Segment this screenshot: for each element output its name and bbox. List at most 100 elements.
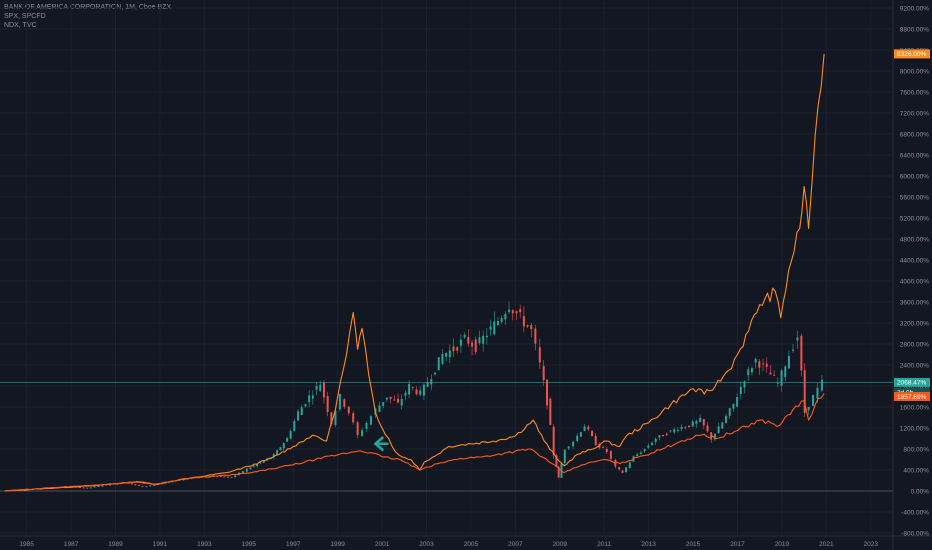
bac-candle [249,468,251,470]
bac-candle [242,471,244,473]
y-tick-label: 4000.00% [900,278,929,285]
x-tick-label: 1991 [153,541,168,548]
bac-candle [622,471,624,473]
bac-candle [584,426,586,431]
bac-candle [234,475,236,477]
bac-candle [478,337,480,343]
bac-badge: 2068.47% [894,378,930,387]
bac-candle [568,447,570,449]
bac-candle [145,486,147,487]
y-tick-label: 7200.00% [900,110,929,117]
y-tick-label: 2800.00% [900,341,929,348]
x-tick-label: 1999 [330,541,345,548]
bac-candle [343,399,345,406]
bac-candle [493,321,495,334]
bac-candle [382,402,384,406]
bac-candle [549,399,551,425]
bac-candle [501,318,503,322]
bac-candle [293,421,295,431]
bac-candle [580,432,582,437]
y-tick-label: 400.00% [903,467,929,474]
bac-candle [370,416,372,424]
bac-candle [527,325,529,327]
bac-candle [408,384,410,394]
bac-candle [339,394,341,409]
bac-candle [86,488,88,489]
bac-candle [94,486,96,487]
bac-candle [512,310,514,313]
y-axis: 9200.00%8800.00%8400.00%8000.00%7600.00%… [893,0,929,550]
bac-candle [404,393,406,396]
bac-candle [781,370,783,385]
bac-candle [644,449,646,451]
bac-candle [441,354,443,364]
bac-candle [808,407,810,410]
bac-candle [543,366,545,380]
x-tick-label: 1995 [242,541,257,548]
annotation-arrow [375,438,387,450]
bac-candle [438,357,440,370]
bac-candle [131,483,133,484]
bac-candle [419,391,421,395]
bac-candle [312,395,314,398]
x-tick-label: 1997 [286,541,301,548]
y-tick-label: 3600.00% [900,299,929,306]
bac-candle [762,363,764,364]
bac-candle [539,347,541,362]
bac-candle [401,399,403,406]
bac-candle [769,373,771,375]
x-tick-label: 2003 [419,541,434,548]
bac-candle [744,381,746,387]
bac-candle [434,372,436,374]
bac-candle [427,382,429,386]
x-tick-label: 1985 [19,541,34,548]
bac-candle [230,477,232,478]
x-tick-label: 2007 [508,541,523,548]
bac-candle [471,343,473,347]
bac-candle [323,382,325,397]
bac-candle [788,356,790,369]
y-tick-label: 800.00% [903,446,929,453]
bac-candle [416,389,418,394]
x-tick-label: 2017 [730,541,745,548]
bac-candle [647,446,649,448]
bac-candle [508,310,510,312]
x-tick-label: 1989 [108,541,123,548]
bac-candle [534,328,536,343]
bac-candle [304,404,306,406]
x-tick-label: 2001 [375,541,390,548]
bac-candle [519,309,521,312]
ndx-badge: 8326.00% [894,49,930,58]
bac-candle [497,321,499,325]
bac-candle [319,385,321,391]
bac-candle [553,427,555,455]
bac-candle [640,452,642,454]
bac-candle [758,361,760,368]
bac-candle [259,462,261,463]
bac-candle [602,447,604,448]
series-lines [4,54,824,491]
bac-candle [572,442,574,447]
bac-candle [773,375,775,376]
y-tick-label: 6000.00% [900,173,929,180]
bac-candle [283,443,285,448]
bac-candle [316,386,318,390]
bac-candle [386,398,388,400]
bac-candle [327,396,329,412]
bac-candle [736,397,738,406]
bac-candle [460,340,462,346]
bac-candle [688,426,690,427]
bac-candle [677,430,679,431]
bac-candle [515,311,517,313]
bac-candle [732,404,734,409]
bac-candle [747,369,749,375]
bac-candle [591,431,593,436]
bac-candle [352,413,354,422]
bac-candle [490,326,492,329]
bac-candle [699,418,701,422]
bac-candle [821,380,823,391]
bac-candle [610,451,612,459]
bac-candle [792,350,794,351]
y-tick-label: 8000.00% [900,68,929,75]
